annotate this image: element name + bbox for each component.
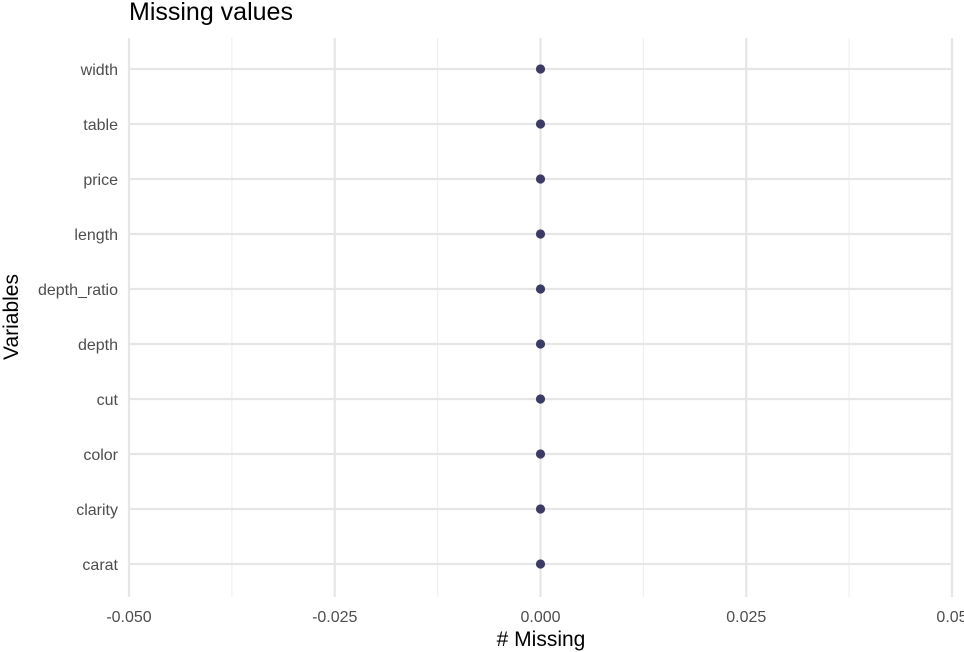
x-axis-title: # Missing (497, 628, 586, 651)
y-tick-label: depth_ratio (38, 282, 118, 299)
y-tick-label: carat (82, 557, 118, 574)
data-point (535, 119, 546, 129)
x-tick-label: -0.050 (106, 609, 151, 626)
x-tick-label: -0.025 (312, 609, 357, 626)
y-tick-label: table (83, 117, 118, 134)
y-tick-label: length (74, 227, 118, 244)
data-point (535, 504, 546, 514)
data-point (535, 64, 546, 74)
y-axis-title: Variables (0, 274, 23, 360)
y-tick-label: width (80, 62, 118, 79)
x-tick-labels: -0.050 -0.025 0.000 0.025 0.05 (106, 609, 964, 626)
data-point (535, 394, 546, 404)
y-tick-labels: carat clarity color cut depth depth_ratio leng… (38, 62, 119, 574)
y-tick-label: depth (78, 337, 118, 354)
y-tick-label: color (83, 447, 118, 464)
data-point (535, 559, 546, 569)
data-point (535, 229, 546, 239)
minor-gridlines (231, 38, 850, 597)
data-point (535, 174, 546, 184)
y-tick-label: clarity (76, 502, 118, 519)
chart-title: Missing values (129, 0, 293, 26)
y-tick-label: price (83, 172, 118, 189)
x-tick-label: 0.025 (726, 609, 766, 626)
data-point (535, 284, 546, 294)
x-tick-label: 0.000 (520, 609, 560, 626)
data-point (535, 449, 546, 459)
y-tick-label: cut (97, 392, 119, 409)
data-point (535, 339, 546, 349)
x-tick-label: 0.05 (936, 609, 964, 626)
data-points (535, 64, 546, 569)
